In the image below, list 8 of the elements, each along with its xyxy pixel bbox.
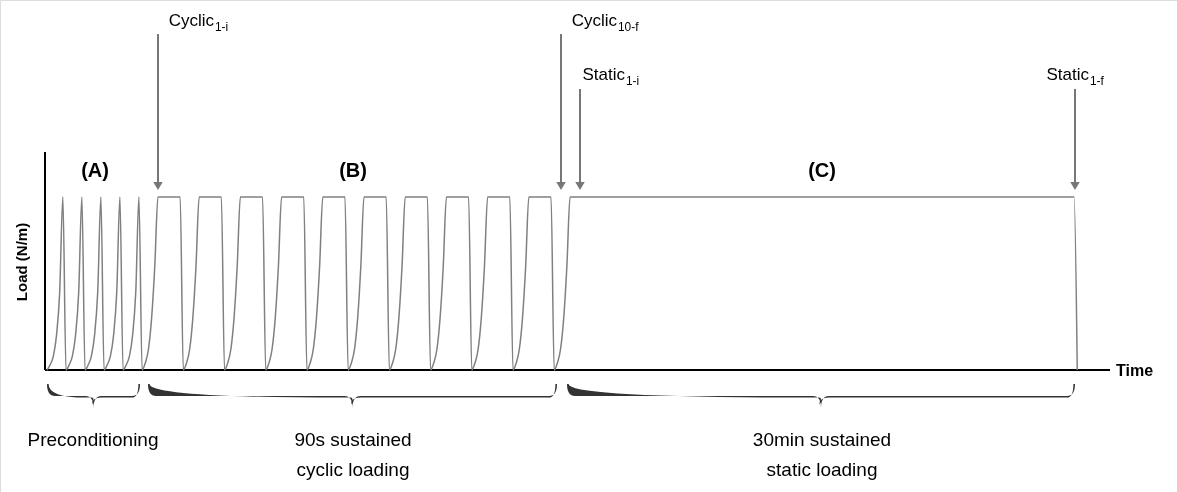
- text: Preconditioning: [27, 429, 159, 450]
- y-axis-title: Load (N/m): [13, 222, 30, 302]
- text: (A): [81, 159, 109, 181]
- text: (C): [808, 159, 836, 181]
- text: (B): [339, 159, 367, 181]
- x-axis-title: Time: [1116, 362, 1154, 379]
- text: 30min sustained static loading: [752, 429, 892, 481]
- text: 90s sustained cyclic loading: [294, 429, 412, 481]
